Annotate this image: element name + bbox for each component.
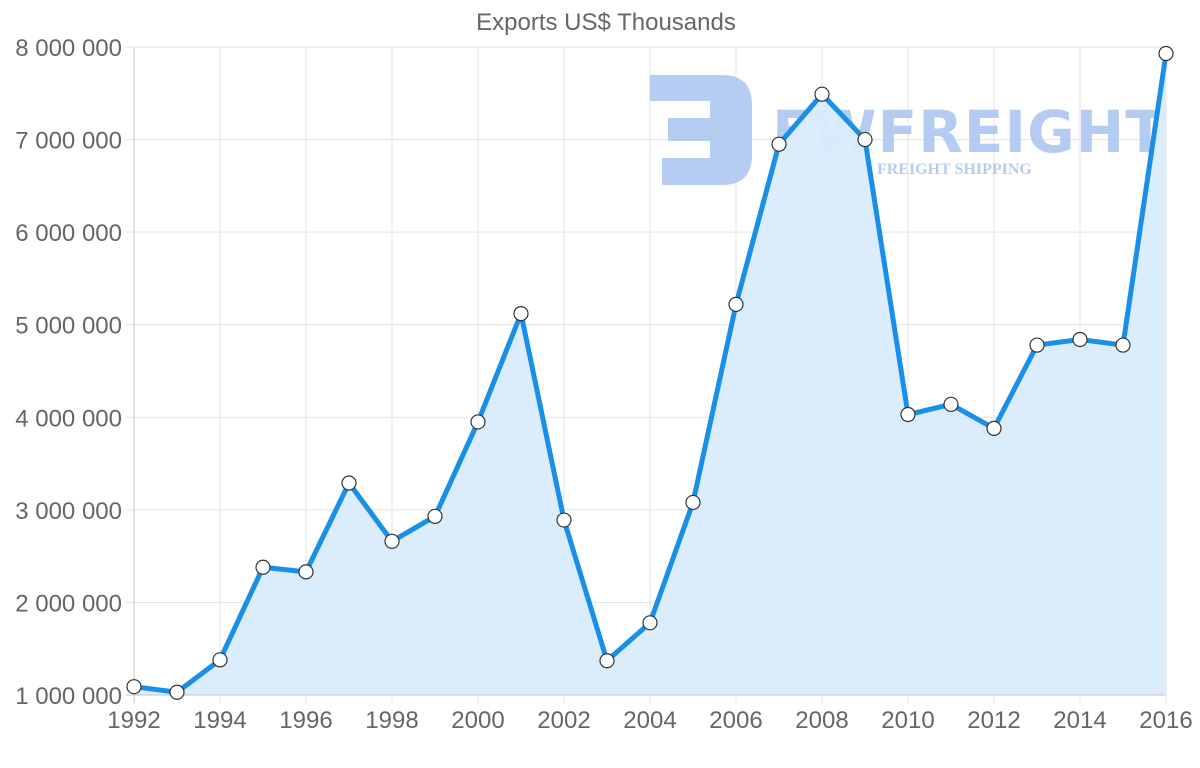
y-tick-label: 3 000 000 <box>15 498 122 525</box>
y-tick-label: 6 000 000 <box>15 220 122 247</box>
data-point-marker[interactable]: 1999: 2930000 <box>427 508 443 524</box>
x-tick-label: 1994 <box>193 707 246 734</box>
x-tick-label: 1996 <box>279 707 332 734</box>
data-point-marker[interactable]: 1997: 3290000 <box>341 475 357 491</box>
y-tick-label: 1 000 000 <box>15 683 122 710</box>
area-fill-path <box>134 53 1166 696</box>
data-point-marker[interactable]: 2016: 7930000 <box>1158 45 1174 62</box>
y-tick-label: 8 000 000 <box>15 35 122 62</box>
brand-logo-icon <box>650 75 752 185</box>
data-point-marker[interactable]: 2013: 4780000 <box>1029 337 1045 353</box>
y-tick-label: 2 000 000 <box>15 590 122 617</box>
x-tick-label: 2008 <box>795 707 848 734</box>
x-tick-label: 2012 <box>967 707 1020 734</box>
x-tick-label: 2014 <box>1053 707 1106 734</box>
data-point-marker[interactable]: 1995: 2380000 <box>255 559 271 575</box>
x-tick-label: 2006 <box>709 707 762 734</box>
data-point-marker[interactable]: 2012: 3880000 <box>986 420 1002 436</box>
chart-title: Exports US$ Thousands <box>476 9 736 36</box>
data-point-marker[interactable]: 1998: 2660000 <box>384 533 400 549</box>
data-point-marker[interactable]: 2010: 4030000 <box>900 406 916 423</box>
data-point-marker[interactable]: 2007: 6950000 <box>771 136 787 152</box>
y-tick-label: 5 000 000 <box>15 313 122 340</box>
y-axis-labels: 1 000 000 2 000 000 3 000 000 4 000 000 5 00… <box>15 35 122 710</box>
x-tick-label: 2000 <box>451 707 504 734</box>
x-tick-label: 2010 <box>881 707 934 734</box>
data-point-marker[interactable]: 2004: 1780000 <box>642 615 658 631</box>
data-point-marker[interactable]: 2006: 5220000 <box>728 296 744 312</box>
data-point-marker[interactable]: 1993: 1030000 <box>169 684 185 700</box>
watermark-tagline: FREIGHT SHIPPING <box>877 161 1032 178</box>
data-point-marker[interactable]: 2001: 5120000 <box>513 306 529 322</box>
x-tick-label: 1992 <box>107 707 160 734</box>
data-points: 1992: 1090000 1993: 1030000 1994: 1380000 1… <box>126 45 1174 700</box>
y-tick-label: 7 000 000 <box>15 128 122 155</box>
data-point-marker[interactable]: 1996: 2330000 <box>298 564 314 580</box>
data-point-marker[interactable]: 2002: 2890000 <box>556 512 572 528</box>
data-point-marker[interactable]: 1994: 1380000 <box>212 652 228 668</box>
data-point-marker[interactable]: 1992: 1090000 <box>126 679 142 695</box>
x-axis-labels: 1992 1994 1996 1998 2000 2002 2004 2006 2008 2010… <box>107 707 1192 734</box>
y-tick-label: 4 000 000 <box>15 405 122 432</box>
data-point-marker[interactable]: 2003: 1370000 <box>599 653 615 669</box>
x-tick-label: 2002 <box>537 707 590 734</box>
axes <box>126 47 1166 703</box>
data-point-marker[interactable]: 2000: 3950000 <box>470 414 486 430</box>
data-point-marker[interactable]: 2014: 4840000 <box>1072 331 1088 348</box>
data-point-marker[interactable]: 2015: 4780000 <box>1115 337 1131 353</box>
data-point-marker[interactable]: 2011: 4140000 <box>943 396 959 412</box>
x-tick-label: 2016 <box>1139 707 1192 734</box>
x-tick-label: 1998 <box>365 707 418 734</box>
data-point-marker[interactable]: 2008: 7490000 <box>814 86 830 102</box>
data-point-marker[interactable]: 2005: 3080000 <box>685 494 701 511</box>
x-tick-label: 2004 <box>623 707 676 734</box>
area-fill <box>134 53 1166 696</box>
